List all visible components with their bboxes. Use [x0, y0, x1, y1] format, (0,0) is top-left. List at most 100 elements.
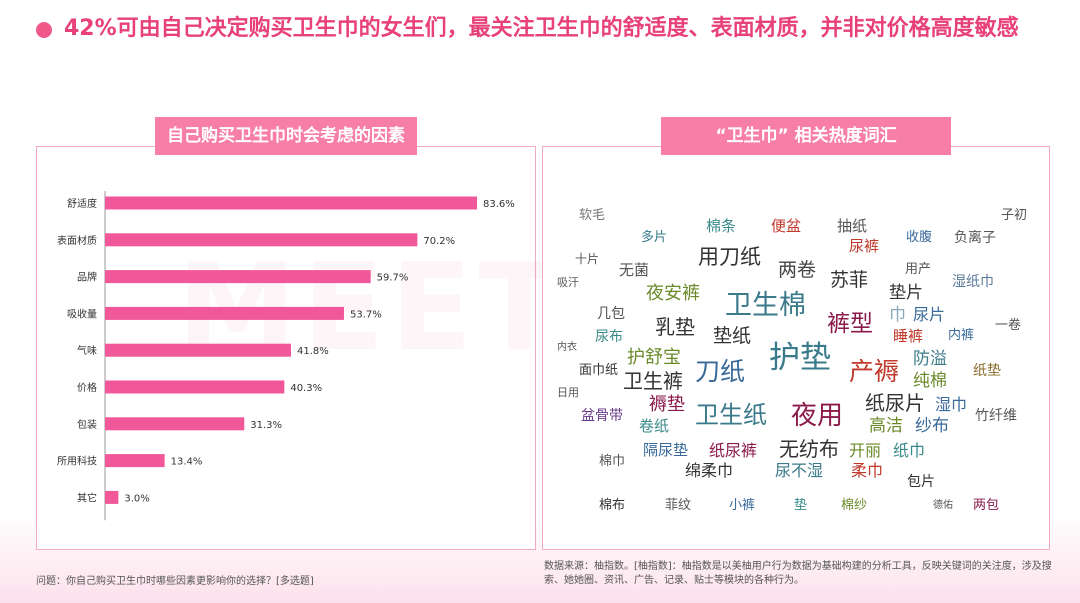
word-cloud-term: 裤型	[827, 311, 873, 337]
word-cloud-term: 高洁	[869, 416, 903, 436]
word-cloud-term: 尿不湿	[775, 461, 824, 480]
category-label: 包装	[77, 418, 97, 431]
word-cloud-term: 尿裤	[849, 237, 880, 255]
factors-panel-title: 自己购买卫生巾时会考虑的因素	[155, 117, 417, 155]
word-cloud-term: 垫片	[889, 283, 923, 303]
hot-words-panel: “卫生巾” 相关热度词汇 软毛 棉条 便盆 抽纸 子初 多片 尿裤 收腹 负离子 十片 用刀纸 两卷苏…	[542, 117, 1050, 550]
page-headline: 42%可由自己决定购买卫生巾的女生们，最关注卫生巾的舒适度、表面材质，并非对价格…	[64, 16, 1019, 41]
word-cloud-term: 一卷	[995, 318, 1022, 333]
word-cloud-term: 卫生裤	[623, 369, 683, 393]
word-cloud-term: 无纺布	[779, 437, 839, 461]
survey-question-note: 问题：你自己购买卫生巾时哪些因素更影响你的选择？[多选题]	[36, 576, 314, 587]
word-cloud-term: 护垫	[769, 340, 831, 376]
word-cloud-term: 尿布	[595, 329, 623, 345]
word-cloud-term: 棉条	[706, 217, 737, 235]
word-cloud-term: 卫生纸	[695, 401, 767, 429]
value-label: 53.7%	[350, 309, 382, 320]
factors-bar-chart: 舒适度 83.6% 表面材质 70.2% 品牌 59.7% 吸收量 53.7% 气味 41.8% 价…	[57, 191, 515, 521]
category-label: 表面材质	[57, 234, 97, 247]
word-cloud-term: 两卷	[778, 259, 817, 281]
value-label: 41.8%	[297, 346, 329, 357]
word-cloud-term: 吸汗	[557, 276, 579, 289]
category-label: 品牌	[77, 271, 97, 284]
word-cloud-term: 垫	[794, 498, 808, 513]
word-cloud-term: 尿片	[913, 305, 946, 324]
word-cloud-term: 纯棉	[913, 371, 947, 391]
word-cloud-term: 菲纹	[665, 498, 692, 513]
word-cloud-term: 两包	[973, 498, 1000, 513]
word-cloud-term: 防溢	[913, 349, 947, 369]
word-cloud-term: 无菌	[619, 261, 650, 279]
word-cloud-term: 湿巾	[935, 395, 968, 414]
bar	[105, 417, 245, 431]
word-cloud-term: 日用	[557, 386, 579, 399]
category-label: 气味	[77, 344, 97, 357]
category-label: 所用科技	[57, 455, 97, 468]
bar	[105, 380, 285, 394]
bar	[105, 270, 371, 284]
value-label: 83.6%	[483, 199, 515, 210]
bar	[105, 306, 344, 320]
word-cloud-term: 护舒宝	[627, 347, 681, 368]
word-cloud-term: 柔巾	[851, 461, 884, 480]
word-cloud-term: 负离子	[954, 230, 996, 246]
word-cloud-term: 开丽	[849, 441, 882, 460]
bar	[105, 454, 165, 468]
word-cloud-term: 几包	[597, 306, 625, 322]
word-cloud-term: 棉巾	[599, 454, 626, 469]
factors-panel: 自己购买卫生巾时会考虑的因素 MEET 舒适度 83.6% 表面材质 70.2% 品牌 5…	[36, 117, 560, 550]
word-cloud: 软毛 棉条 便盆 抽纸 子初 多片 尿裤 收腹 负离子 十片 用刀纸 两卷 苏菲 无菌 用产 湿纸巾 吸汗 夜安裤…	[543, 147, 1049, 549]
word-cloud-term: 褥垫	[649, 394, 685, 415]
word-cloud-term: 盆骨带	[581, 408, 623, 424]
category-label: 舒适度	[67, 197, 97, 210]
word-cloud-term: 棉纱	[841, 498, 868, 513]
headline-bullet-icon	[36, 22, 52, 38]
word-cloud-term: 乳垫	[655, 315, 695, 339]
word-cloud-term: 苏菲	[830, 269, 869, 291]
word-cloud-term: 软毛	[579, 208, 606, 223]
data-source-note: 数据来源：柚指数。[柚指数]：柚指数是以美柚用户行为数据为基础构建的分析工具，反…	[544, 561, 1052, 586]
word-cloud-term: 夜安裤	[646, 283, 700, 304]
word-cloud-term: 纸垫	[973, 363, 1001, 379]
word-cloud-term: 睡裤	[893, 327, 924, 345]
word-cloud-term: 棉布	[599, 498, 626, 513]
word-cloud-term: 抽纸	[837, 217, 868, 235]
value-label: 31.3%	[250, 420, 282, 431]
word-cloud-term: 内裤	[948, 328, 975, 343]
bar	[105, 490, 119, 504]
word-cloud-term: 卫生棉	[725, 290, 806, 321]
word-cloud-term: 包片	[907, 474, 935, 490]
category-label: 价格	[77, 381, 97, 394]
value-label: 40.3%	[290, 383, 322, 394]
word-cloud-term: 绵柔巾	[685, 461, 734, 480]
hot-words-panel-title: “卫生巾” 相关热度词汇	[661, 117, 951, 155]
word-cloud-term: 巾	[889, 305, 906, 325]
value-label: 59.7%	[377, 273, 409, 284]
word-cloud-term: 湿纸巾	[952, 274, 994, 290]
word-cloud-term: 夜用	[791, 401, 844, 431]
word-cloud-term: 面巾纸	[579, 363, 619, 378]
word-cloud-term: 内衣	[557, 342, 577, 353]
word-cloud-term: 隔尿垫	[643, 441, 689, 459]
bar	[105, 196, 478, 210]
word-cloud-term: 卷纸	[639, 417, 670, 435]
value-label: 13.4%	[171, 457, 203, 468]
bar	[105, 233, 418, 247]
word-cloud-term: 纱布	[915, 416, 949, 436]
word-cloud-term: 纸尿裤	[709, 441, 758, 460]
word-cloud-term: 用刀纸	[698, 245, 761, 269]
word-cloud-term: 收腹	[906, 230, 933, 245]
value-label: 3.0%	[124, 493, 149, 504]
bar	[105, 343, 292, 357]
category-label: 吸收量	[67, 307, 97, 320]
word-cloud-term: 用产	[905, 262, 932, 277]
word-cloud-term: 竹纤维	[975, 408, 1017, 424]
word-cloud-term: 纸巾	[893, 441, 926, 460]
word-cloud-term: 德佑	[933, 500, 953, 511]
word-cloud-term: 子初	[1001, 208, 1028, 223]
word-cloud-term: 小裤	[729, 498, 756, 513]
word-cloud-term: 十片	[575, 252, 600, 266]
word-cloud-term: 产褥	[849, 357, 900, 386]
word-cloud-term: 便盆	[771, 217, 802, 235]
word-cloud-term: 垫纸	[713, 325, 752, 347]
